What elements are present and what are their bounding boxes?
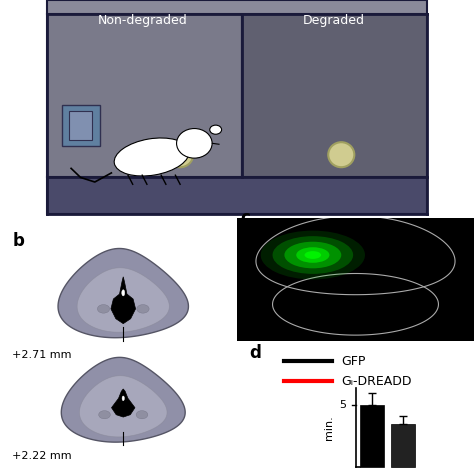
- Ellipse shape: [284, 242, 341, 268]
- Ellipse shape: [122, 290, 125, 296]
- Ellipse shape: [210, 125, 222, 134]
- Text: min.: min.: [324, 415, 335, 440]
- FancyBboxPatch shape: [391, 424, 415, 467]
- Text: Non-degraded: Non-degraded: [97, 14, 187, 27]
- Polygon shape: [47, 177, 427, 214]
- Polygon shape: [80, 376, 167, 437]
- Text: Degraded: Degraded: [303, 14, 365, 27]
- Polygon shape: [111, 389, 135, 417]
- Polygon shape: [58, 248, 189, 337]
- FancyBboxPatch shape: [69, 110, 92, 140]
- Text: +2.22 mm: +2.22 mm: [12, 451, 72, 461]
- Ellipse shape: [176, 128, 212, 158]
- Polygon shape: [111, 277, 136, 324]
- Ellipse shape: [167, 142, 193, 167]
- Ellipse shape: [99, 410, 110, 419]
- Text: +2.71 mm: +2.71 mm: [12, 350, 72, 360]
- FancyBboxPatch shape: [62, 105, 100, 146]
- Text: c: c: [240, 209, 250, 227]
- Ellipse shape: [328, 142, 355, 167]
- Polygon shape: [242, 14, 427, 177]
- Polygon shape: [77, 268, 169, 332]
- Text: GFP: GFP: [341, 355, 365, 368]
- Ellipse shape: [261, 231, 365, 279]
- Ellipse shape: [136, 410, 148, 419]
- Ellipse shape: [273, 236, 353, 274]
- Ellipse shape: [296, 247, 329, 263]
- Ellipse shape: [114, 138, 189, 176]
- Polygon shape: [47, 0, 427, 14]
- Polygon shape: [47, 14, 242, 177]
- Text: Gᵢ-DREADD: Gᵢ-DREADD: [341, 374, 412, 388]
- Text: b: b: [12, 232, 24, 250]
- Ellipse shape: [304, 251, 321, 259]
- Ellipse shape: [122, 396, 124, 401]
- FancyBboxPatch shape: [237, 218, 474, 341]
- Text: 5: 5: [339, 400, 346, 410]
- FancyBboxPatch shape: [360, 405, 384, 467]
- Polygon shape: [61, 357, 185, 442]
- Ellipse shape: [137, 304, 149, 313]
- Text: d: d: [249, 344, 261, 362]
- Ellipse shape: [97, 304, 109, 313]
